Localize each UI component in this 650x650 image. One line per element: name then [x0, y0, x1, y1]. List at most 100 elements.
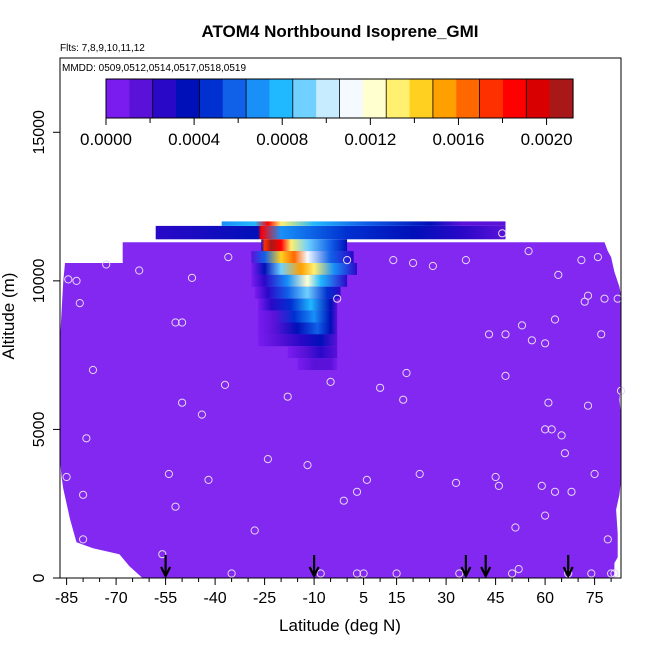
sample-point [158, 550, 167, 559]
sample-point [501, 330, 510, 339]
sample-point [178, 318, 187, 327]
colorbar-segment [246, 79, 271, 118]
sample-point [603, 535, 612, 544]
plume-row [258, 298, 338, 311]
sample-point [491, 472, 500, 482]
colorbar-segment [176, 79, 200, 118]
colorbar-segment [152, 79, 177, 118]
sample-point [567, 487, 576, 496]
sample-point [79, 535, 88, 544]
sample-point [227, 569, 236, 578]
sample-point [597, 330, 606, 339]
sample-point [88, 365, 98, 375]
sample-point [484, 330, 494, 339]
sample-point [547, 425, 556, 434]
colorbar-segment [526, 79, 551, 118]
sample-point [64, 275, 73, 284]
sample-point [376, 383, 385, 392]
sample-point [409, 258, 418, 268]
flights-subtitle: Flts: 7,8,9,10,11,12 [60, 43, 145, 54]
sample-point [343, 256, 352, 265]
sample-point [171, 502, 180, 511]
plume-row [258, 334, 338, 347]
plot-frame [59, 57, 622, 579]
x-tick-label: -70 [105, 590, 128, 607]
plume-row [287, 346, 338, 359]
colorbar-segment [432, 79, 457, 118]
colorbar-segment [316, 79, 341, 118]
sample-point [501, 371, 510, 380]
x-axis-label: Latitude (deg N) [279, 616, 401, 635]
sample-point [352, 569, 362, 578]
colorbar-segment [549, 79, 574, 118]
sample-point [455, 569, 464, 578]
sample-point [75, 299, 84, 308]
plume-row [251, 263, 357, 275]
colorbar-segment [199, 79, 224, 118]
flight-arrow-head [480, 566, 492, 579]
x-tick-label: -55 [154, 590, 177, 607]
sample-point [524, 247, 533, 256]
colorbar-frame [105, 78, 574, 119]
sample-point [224, 253, 233, 262]
sample-point [178, 398, 187, 407]
sample-point [550, 315, 560, 324]
colorbar-tick-label: 0.0012 [344, 130, 396, 149]
x-tick-label: 15 [388, 590, 406, 607]
y-tick-label: 0 [31, 573, 48, 582]
sample-point [362, 475, 371, 484]
plume-row [258, 310, 338, 323]
sample-point [316, 569, 325, 578]
x-tick-label: 75 [586, 590, 604, 607]
sample-point [541, 339, 550, 348]
sample-point [600, 294, 609, 303]
sample-point [339, 496, 348, 505]
plume-row [251, 251, 354, 263]
sample-point [560, 449, 570, 458]
x-tick-label: -25 [253, 590, 276, 607]
upper-band [155, 225, 506, 240]
colorbar-segment [502, 79, 527, 118]
sample-point [399, 395, 408, 404]
sample-point [610, 569, 619, 578]
plume-row [297, 358, 338, 370]
sample-point [303, 461, 312, 470]
sample-point [204, 475, 213, 484]
sample-point [541, 425, 550, 434]
sample-point [79, 490, 88, 499]
x-tick-label: 5 [359, 590, 368, 607]
sample-point [507, 569, 517, 578]
colorbar-tick-label: 0.0016 [432, 130, 484, 149]
flight-arrow-head [160, 566, 172, 579]
sample-point [62, 472, 71, 482]
y-tick-label: 15000 [31, 110, 48, 155]
sample-point [428, 261, 437, 271]
y-tick-label: 10000 [31, 259, 48, 304]
sample-point [557, 431, 566, 440]
plume-row [261, 239, 348, 252]
sample-point [461, 256, 470, 265]
sample-point [590, 469, 599, 479]
flight-arrow-head [460, 566, 472, 579]
sample-point [554, 270, 563, 279]
sample-point [514, 565, 523, 574]
flight-arrow-head [308, 566, 320, 579]
colorbar-tick-label: 0.0020 [521, 130, 573, 149]
colorbar-segment [222, 79, 247, 118]
x-tick-label: -40 [204, 590, 227, 607]
flight-arrow-head [562, 566, 574, 579]
sample-point [511, 523, 520, 532]
sample-point [283, 392, 292, 401]
colorbar-segment [339, 79, 364, 118]
colorbar-segment [456, 79, 481, 118]
sample-point [541, 511, 550, 520]
colorbar-segment [479, 79, 504, 118]
sample-point [389, 256, 398, 265]
colorbar-segment [269, 79, 294, 118]
sample-point [517, 321, 527, 330]
plume-row [254, 286, 341, 299]
x-tick-label: -85 [55, 590, 78, 607]
sample-point [498, 229, 507, 238]
sample-point [593, 253, 603, 262]
